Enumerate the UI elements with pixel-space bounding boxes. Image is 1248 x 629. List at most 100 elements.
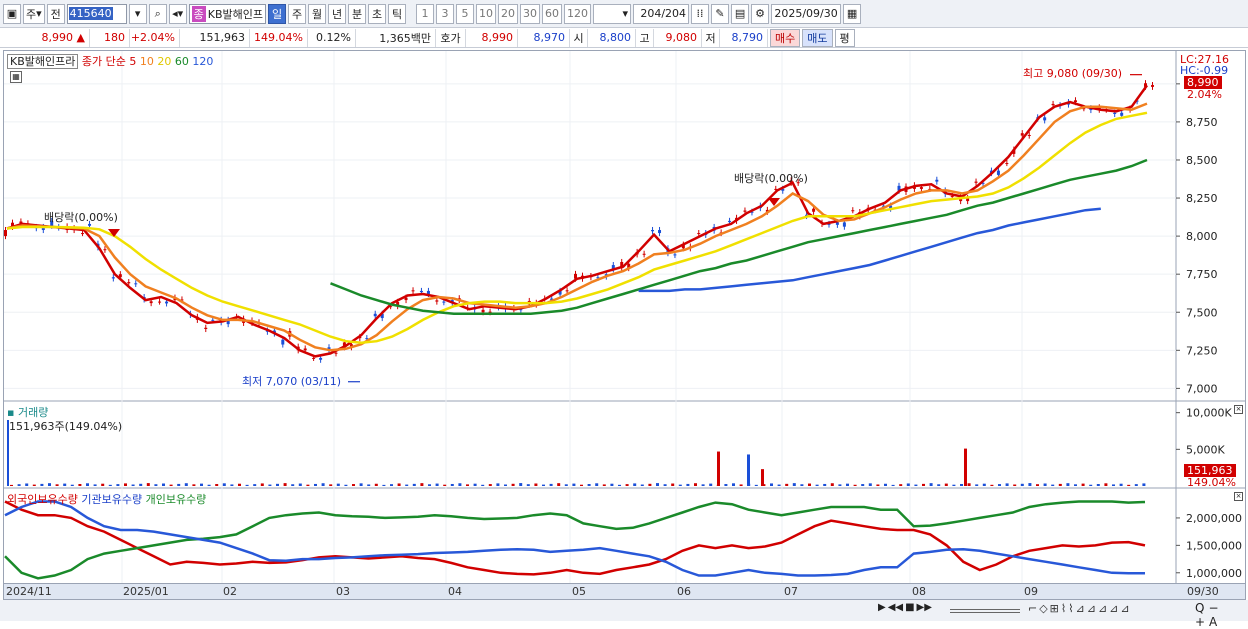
- volume-bar: [922, 483, 925, 486]
- volume-bar: [336, 483, 340, 486]
- holdings-tick-label: 2,000,000: [1186, 512, 1242, 525]
- high-price: 9,080: [665, 31, 698, 44]
- calendar-icon[interactable]: ▦: [843, 3, 862, 24]
- current-price-tag: 8,990: [1184, 76, 1222, 89]
- candle-body: [743, 210, 747, 212]
- search-icon[interactable]: ⌕: [148, 3, 167, 24]
- volume-bar: [10, 484, 13, 486]
- candle-body: [851, 210, 855, 212]
- price-tick-label: 7,500: [1186, 306, 1218, 319]
- volume-close-icon[interactable]: ×: [1234, 405, 1243, 414]
- ma-line-120: [638, 207, 1101, 293]
- holdings-legend-institution: 기관보유수량: [81, 493, 143, 506]
- tools-icon[interactable]: ✎: [711, 3, 730, 24]
- tab-period-0[interactable]: 일: [268, 3, 287, 24]
- gear-icon[interactable]: ⚙: [751, 3, 770, 24]
- volume-bar: [488, 484, 492, 486]
- chart-svg: 9,0008,7508,5008,2508,0007,7507,5007,250…: [4, 51, 1245, 583]
- interval-6[interactable]: 60: [542, 3, 563, 24]
- interval-0[interactable]: 1: [416, 3, 435, 24]
- tab-period-1[interactable]: 주: [288, 3, 307, 24]
- candle-body: [312, 357, 316, 359]
- bottom-nav: ▶ ◀◀ ■ ▶▶ ⌐◇⊞⌇⌇⊿⊿⊿⊿⊿ Q−+A: [0, 600, 1248, 629]
- candle-body: [642, 253, 646, 255]
- volume-bar: [724, 484, 728, 486]
- volume-bar: [32, 484, 36, 486]
- zoom-slider[interactable]: [950, 609, 1020, 613]
- volume-title: 거래량: [17, 406, 49, 419]
- window-icon[interactable]: ▣: [3, 3, 21, 24]
- count-input[interactable]: 204/204: [633, 3, 690, 24]
- volume-bar: [1112, 484, 1115, 486]
- period-main-select[interactable]: 주 ▾: [23, 3, 45, 24]
- volume-bar: [420, 483, 424, 486]
- ma-legend-10: 10: [139, 55, 154, 68]
- volume-bar: [967, 483, 971, 486]
- buy-button[interactable]: 매수: [770, 28, 801, 47]
- save-icon[interactable]: ▤: [731, 3, 750, 24]
- bid-price: 8,970: [533, 31, 566, 44]
- interval-custom-select[interactable]: ▾: [593, 3, 632, 24]
- tab-period-5[interactable]: 초: [368, 3, 387, 24]
- candle-body: [658, 230, 662, 234]
- stock-code-input[interactable]: 415640: [66, 3, 127, 24]
- up-arrow-icon: ▲: [76, 31, 85, 44]
- speaker-icon[interactable]: ◂▾: [168, 3, 187, 24]
- volume-bar: [663, 484, 667, 486]
- interval-1[interactable]: 3: [436, 3, 455, 24]
- change-value: 180: [104, 31, 125, 44]
- scroll-right-icon[interactable]: ▶: [878, 602, 886, 613]
- change-pct: +2.04%: [130, 31, 175, 44]
- candle-body: [697, 233, 701, 235]
- volume-bar: [260, 483, 264, 486]
- volume-bar: [1036, 484, 1039, 486]
- volume-bar: [245, 484, 249, 486]
- volume-bar: [306, 484, 310, 486]
- volume-bar: [602, 484, 606, 486]
- average-button[interactable]: 평: [834, 28, 855, 47]
- tab-period-6[interactable]: 틱: [388, 3, 407, 24]
- volume-ratio-cell: 149.04%: [250, 28, 308, 47]
- tab-period-2[interactable]: 월: [308, 3, 327, 24]
- volume-bar: [458, 483, 462, 486]
- interval-5[interactable]: 30: [520, 3, 541, 24]
- stock-code-text: 415640: [68, 7, 113, 20]
- holdings-tick-label: 1,000,000: [1186, 567, 1242, 580]
- holdings-line: [4, 500, 1146, 576]
- chart-area[interactable]: 9,0008,7508,5008,2508,0007,7507,5007,250…: [3, 50, 1246, 602]
- date-input[interactable]: 2025/09/30: [771, 3, 842, 24]
- rewind-icon[interactable]: ◀◀: [887, 602, 904, 613]
- tab-period-3[interactable]: 년: [328, 3, 347, 24]
- tab-period-4[interactable]: 분: [348, 3, 367, 24]
- volume-bar: [595, 483, 599, 486]
- interval-2[interactable]: 5: [456, 3, 475, 24]
- interval-7[interactable]: 120: [564, 3, 592, 24]
- x-label-4: 04: [448, 585, 462, 598]
- grid-icon[interactable]: ⁞⁞: [691, 3, 710, 24]
- interval-4[interactable]: 20: [498, 3, 519, 24]
- table-toggle-icon[interactable]: ▦: [10, 71, 22, 83]
- volume-bar: [1081, 483, 1085, 486]
- candle-body: [950, 195, 954, 197]
- volume-bar: [412, 483, 416, 486]
- zoom-controls[interactable]: Q−+A: [1195, 601, 1223, 629]
- volume-legend: ▪ 거래량: [7, 406, 49, 419]
- volume-bar: [1058, 483, 1062, 486]
- interval-3[interactable]: 10: [476, 3, 497, 24]
- candle-body: [774, 188, 778, 190]
- code-dropdown-icon[interactable]: ▾: [128, 3, 147, 24]
- prev-button[interactable]: 전: [46, 3, 65, 24]
- holdings-close-icon[interactable]: ×: [1234, 492, 1243, 501]
- low-label-cell: 저: [702, 28, 720, 47]
- drawing-tools-icon[interactable]: ⌐◇⊞⌇⌇⊿⊿⊿⊿⊿: [1028, 602, 1132, 615]
- volume-bar: [78, 483, 82, 486]
- stock-name-box[interactable]: 종 KB발해인프: [188, 3, 267, 24]
- sell-button[interactable]: 매도: [802, 28, 833, 47]
- candle-body: [1113, 112, 1117, 114]
- stop-icon[interactable]: ■: [905, 602, 915, 613]
- candle-body: [620, 262, 624, 269]
- volume-bar: [139, 483, 143, 486]
- volume-bar: [572, 483, 576, 486]
- candle-body: [981, 182, 985, 184]
- forward-icon[interactable]: ▶▶: [916, 602, 932, 613]
